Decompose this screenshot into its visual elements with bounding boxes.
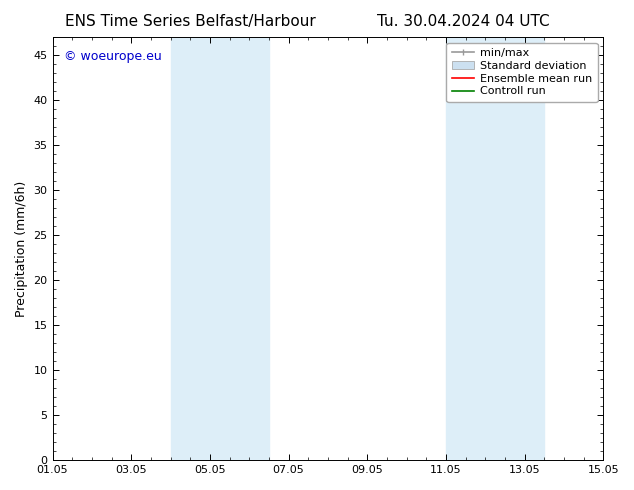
Text: ENS Time Series Belfast/Harbour: ENS Time Series Belfast/Harbour [65,14,316,29]
Y-axis label: Precipitation (mm/6h): Precipitation (mm/6h) [15,180,28,317]
Bar [171,37,269,460]
Bar [446,37,544,460]
Text: Tu. 30.04.2024 04 UTC: Tu. 30.04.2024 04 UTC [377,14,549,29]
Text: © woeurope.eu: © woeurope.eu [63,50,161,63]
Legend: min/max, Standard deviation, Ensemble mean run, Controll run: min/max, Standard deviation, Ensemble me… [446,43,598,102]
